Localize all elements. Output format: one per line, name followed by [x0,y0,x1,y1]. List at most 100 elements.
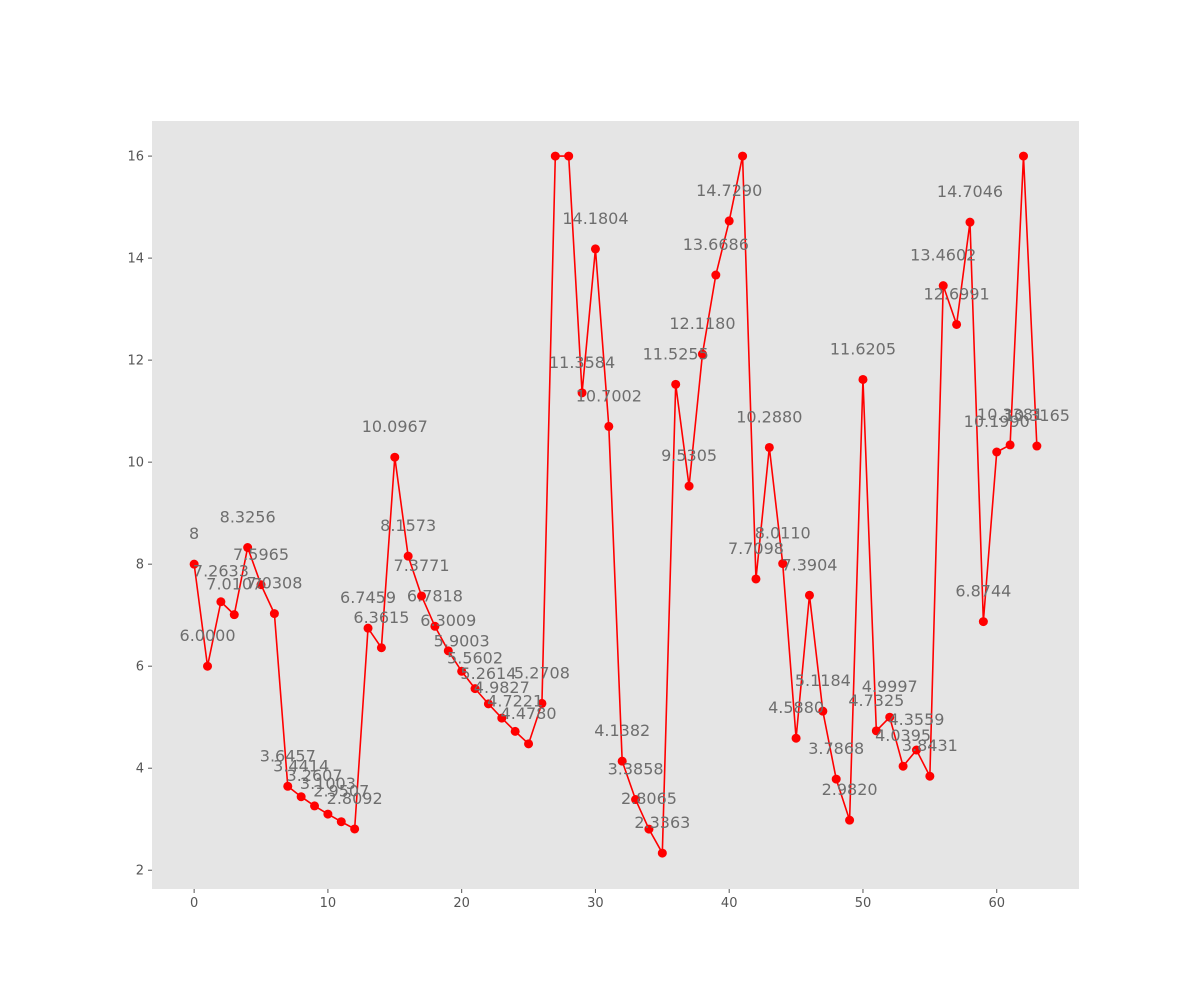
data-point [296,792,306,802]
data-label: 11.3584 [549,353,615,372]
data-point [336,817,346,827]
data-point [684,481,694,491]
data-label: 11.6205 [830,339,896,358]
data-point [617,756,627,766]
data-label: 3.4414 [273,757,329,776]
x-axis: 0 10 20 30 40 50 60 [190,889,1005,911]
data-label: 13.6686 [683,235,749,254]
data-label: 10.3165 [1004,406,1070,425]
data-point [738,151,748,161]
x-tick-label: 60 [988,896,1005,911]
data-label: 3.6457 [260,746,316,765]
data-label: 6.3615 [353,608,409,627]
data-label: 7.0308 [246,574,302,593]
data-point [671,379,681,389]
data-label: 2.8065 [621,789,677,808]
data-label: 7.3904 [781,555,837,574]
data-point [697,349,707,359]
data-label: 4.4780 [501,704,557,723]
data-label: 6.7459 [340,588,396,607]
series-line [193,155,1038,854]
data-point [952,319,962,329]
data-point [483,699,493,709]
data-label: 4.9827 [474,678,530,697]
data-points [189,151,1042,858]
data-point [390,452,400,462]
data-point [229,610,239,620]
data-label: 5.9003 [434,631,490,650]
y-tick-label: 10 [127,456,144,471]
data-point [564,151,574,161]
data-point [510,726,520,736]
data-point [604,421,614,431]
data-label: 14.1804 [562,209,628,228]
data-label: 8 [189,524,199,543]
data-label: 6.8744 [955,582,1011,601]
x-tick-label: 50 [855,896,872,911]
data-point [269,609,279,619]
data-point [885,712,895,722]
data-label: 10.2880 [736,407,802,426]
data-label: 7.5965 [233,545,289,564]
data-point [363,623,373,633]
data-label: 9.5305 [661,446,717,465]
data-point [831,774,841,784]
y-tick-label: 4 [136,762,144,777]
data-label: 7.0107 [206,575,262,594]
data-point [537,698,547,708]
data-label: 3.8431 [902,736,958,755]
data-point [791,733,801,743]
data-point [764,442,774,452]
data-label: 6.3009 [420,611,476,630]
data-point [845,815,855,825]
data-point [203,661,213,671]
data-point [443,646,453,656]
data-point [256,580,266,590]
data-point [858,374,868,384]
data-point [925,771,935,781]
data-point [430,621,440,631]
data-point [724,216,734,226]
data-label: 4.9997 [862,677,918,696]
data-label: 7.2633 [193,562,249,581]
data-label: 10.7002 [576,386,642,405]
data-point [243,543,253,553]
data-point [550,151,560,161]
y-tick-label: 8 [136,558,144,573]
data-label: 2.9820 [822,780,878,799]
data-label: 2.8092 [327,789,383,808]
data-point [417,591,427,601]
data-point [577,388,587,398]
data-label: 10.0967 [362,417,428,436]
data-point [590,244,600,254]
data-point [1032,441,1042,451]
data-label: 5.2708 [514,663,570,682]
data-point [644,824,654,834]
data-point [457,666,467,676]
data-point [497,713,507,723]
data-point [898,761,908,771]
data-label: 13.4602 [910,246,976,265]
data-point [871,726,881,736]
data-point [470,684,480,694]
data-point [818,706,828,716]
y-tick-label: 6 [136,660,144,675]
data-point [189,559,199,569]
data-point [350,824,360,834]
data-label: 2.9507 [313,782,369,801]
y-tick-label: 14 [127,252,144,267]
data-label: 10.1990 [964,412,1030,431]
y-tick-label: 2 [136,864,144,879]
data-label: 5.5602 [447,649,503,668]
data-point [911,745,921,755]
plot-area [152,121,1079,889]
data-label: 3.7868 [808,739,864,758]
data-point [524,739,534,749]
data-point [216,597,226,607]
data-point [1018,151,1028,161]
data-point [938,281,948,291]
data-point [403,551,413,561]
data-label: 5.2614 [460,664,516,683]
x-tick-label: 0 [190,896,198,911]
